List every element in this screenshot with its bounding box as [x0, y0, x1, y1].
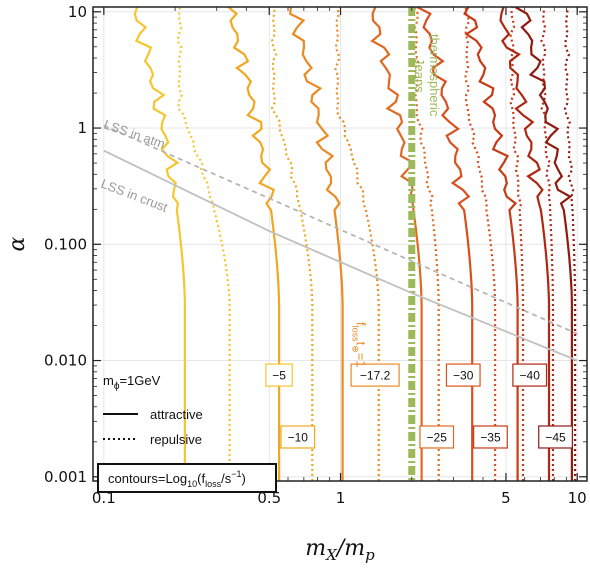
contour-label: −35 — [473, 425, 508, 449]
contour-label-text: −10 — [288, 430, 309, 444]
contour-label: −30 — [445, 363, 481, 387]
contour-label-text: −25 — [427, 430, 448, 444]
y-tick-label: 0.001 — [44, 468, 87, 486]
axis-ticks: 0.1 0.5 1 5 10 0.001 0.010 0.100 1 10 — [44, 3, 587, 507]
contour-label-text: −17.2 — [360, 369, 391, 383]
contour-label-box — [419, 425, 455, 449]
contour-label: −45 — [538, 425, 573, 449]
x-tick-label: 5 — [501, 489, 511, 507]
contour-label-box — [445, 363, 481, 387]
contour-solid — [416, 7, 474, 481]
lss-crust-line — [103, 149, 578, 362]
contour-solid — [289, 7, 344, 481]
contour-solid — [227, 7, 281, 481]
contour-label-box — [512, 363, 548, 387]
contour-label: −40 — [512, 363, 548, 387]
contour-label-text: −45 — [545, 430, 566, 444]
x-tick-label: 1 — [336, 489, 346, 507]
contour-label: −10 — [280, 425, 316, 449]
y-tick-label: 0.100 — [44, 235, 87, 253]
contour-label-text: −40 — [520, 369, 541, 383]
floss-label-part: f — [354, 322, 369, 326]
contour-label-text: −35 — [480, 430, 501, 444]
floss-label-part: loss — [351, 326, 361, 343]
x-tick-label: 0.1 — [92, 489, 116, 507]
contour-dotted — [176, 7, 231, 481]
contours-box-text: contours=Log10(floss/s−1) — [108, 469, 246, 489]
contour-solid — [370, 7, 423, 481]
reference-lines — [103, 7, 578, 481]
contour-label-box — [280, 425, 316, 449]
contours-box: contours=Log10(floss/s−1) — [97, 463, 277, 493]
legend-title: mϕ=1GeV — [103, 373, 161, 392]
floss-label-part: t — [354, 342, 369, 346]
y-axis-label: α — [5, 236, 30, 251]
jeans-label-line1: thermospheric — [427, 34, 442, 117]
y-tick-label: 1 — [77, 119, 87, 137]
legend-attractive: attractive — [150, 407, 203, 422]
contour-label-box — [350, 363, 400, 387]
contour-label-text: −5 — [272, 369, 286, 383]
y-tick-label: 0.010 — [44, 352, 87, 370]
x-axis-label-slash: /m — [335, 536, 365, 561]
jeans-label-line2: Jeans — [412, 58, 427, 93]
x-axis-label-m: m — [305, 536, 326, 561]
y-tick-label: 10 — [68, 3, 87, 21]
contour-label-text: −30 — [453, 369, 474, 383]
contour-curves — [133, 7, 577, 481]
contour-label-box — [265, 363, 293, 387]
contour-label-box — [473, 425, 508, 449]
contour-solid — [133, 7, 186, 481]
contour-label: −17.2 — [350, 363, 400, 387]
contour-dotted — [413, 7, 440, 481]
floss-label: flosst⊕=1 — [351, 322, 369, 368]
contour-solid — [499, 7, 551, 481]
contour-label: −25 — [419, 425, 455, 449]
contour-solid — [463, 7, 519, 481]
x-tick-label: 10 — [568, 489, 587, 507]
contour-dotted — [464, 7, 497, 481]
contour-solid — [514, 7, 573, 481]
legend-repulsive: repulsive — [150, 432, 202, 447]
legend: mϕ=1GeV attractive repulsive — [103, 373, 203, 447]
x-axis-label-sub-p: p — [365, 546, 375, 564]
x-axis-label: mX/mp — [305, 536, 375, 564]
x-tick-label: 0.5 — [257, 489, 281, 507]
floss-label-part: ⊕ — [351, 345, 361, 353]
contours-box-frame — [97, 463, 277, 493]
contour-label: −5 — [265, 363, 293, 387]
floss-label-part: =1 — [354, 353, 369, 368]
contour-label-box — [538, 425, 573, 449]
x-axis-label-sub-x: X — [325, 546, 338, 564]
